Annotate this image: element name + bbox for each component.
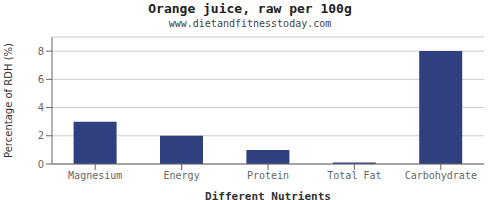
svg-text:Total Fat: Total Fat — [327, 170, 381, 181]
svg-text:Protein: Protein — [247, 170, 289, 181]
svg-text:Energy: Energy — [164, 170, 200, 181]
svg-text:8: 8 — [38, 46, 44, 57]
svg-text:0: 0 — [38, 159, 44, 170]
svg-text:6: 6 — [38, 74, 44, 85]
html-text:www.dietandfitnesstoday.com: www.dietandfitnesstoday.com — [168, 18, 332, 29]
svg-text:Different Nutrients: Different Nutrients — [205, 190, 331, 200]
svg-text:2: 2 — [38, 130, 44, 141]
svg-text:4: 4 — [38, 102, 44, 113]
svg-text:Percentage of RDH (%): Percentage of RDH (%) — [8, 43, 14, 158]
html-text:Orange juice, raw per 100g: Orange juice, raw per 100g — [148, 1, 352, 16]
svg-text:Carbohydrate: Carbohydrate — [405, 170, 477, 181]
svg-text:Magnesium: Magnesium — [68, 170, 122, 181]
